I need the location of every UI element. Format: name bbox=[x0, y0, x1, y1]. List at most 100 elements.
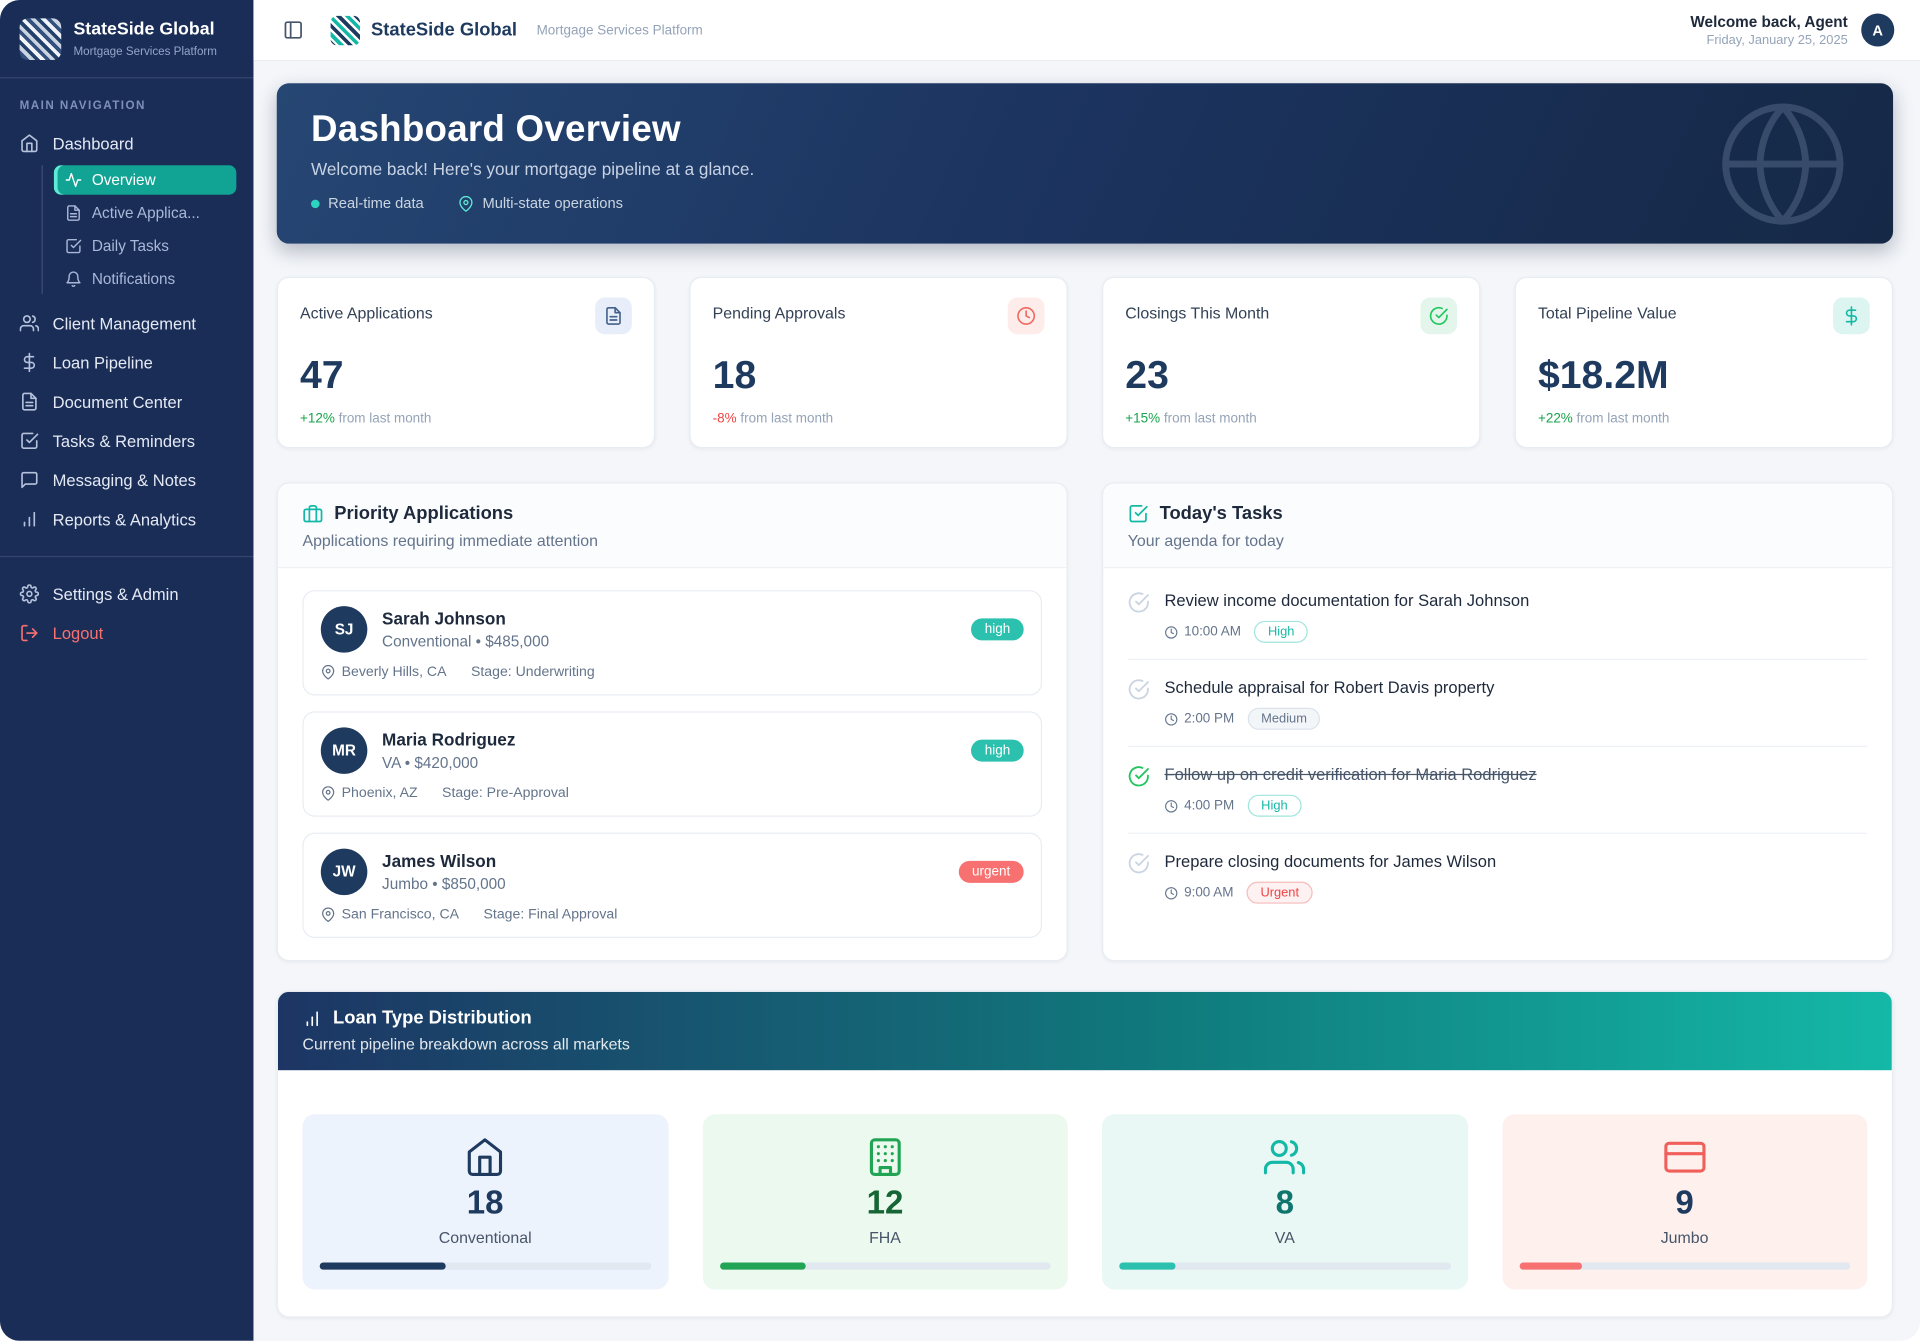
bar-chart-icon bbox=[302, 1008, 322, 1028]
bar-chart-icon bbox=[20, 509, 40, 529]
task-checkbox-checked[interactable] bbox=[1128, 765, 1150, 787]
hero-tags: Real-time data Multi-state operations bbox=[311, 195, 1859, 212]
sidebar-item-dashboard[interactable]: Dashboard bbox=[0, 124, 253, 163]
sidebar-brand-subtitle: Mortgage Services Platform bbox=[73, 44, 218, 59]
loan-card-va[interactable]: 8 VA bbox=[1102, 1114, 1468, 1290]
stat-label: Active Applications bbox=[300, 303, 433, 323]
stat-card-active-applications[interactable]: Active Applications 47 +12% from last mo… bbox=[276, 276, 656, 449]
sidebar-item-logout[interactable]: Logout bbox=[0, 613, 253, 652]
stat-label: Total Pipeline Value bbox=[1537, 303, 1677, 323]
task-time: 2:00 PM bbox=[1164, 711, 1234, 726]
subitem-label: Notifications bbox=[91, 270, 176, 288]
sidebar-subitem-daily-tasks[interactable]: Daily Tasks bbox=[54, 231, 236, 260]
users-icon bbox=[20, 313, 40, 333]
sidebar-subitem-overview[interactable]: Overview bbox=[53, 165, 237, 195]
application-card[interactable]: MR Maria Rodriguez VA • $420,000 high bbox=[302, 711, 1043, 817]
stat-cards-row: Active Applications 47 +12% from last mo… bbox=[276, 276, 1894, 449]
sidebar-item-loan-pipeline[interactable]: Loan Pipeline bbox=[0, 343, 253, 382]
sidebar-item-client-management[interactable]: Client Management bbox=[0, 304, 253, 343]
sidebar-item-reports-analytics[interactable]: Reports & Analytics bbox=[0, 500, 253, 539]
task-list: Review income documentation for Sarah Jo… bbox=[1103, 568, 1892, 932]
clock-icon bbox=[1007, 297, 1045, 335]
panel-title: Priority Applications bbox=[334, 503, 514, 525]
user-avatar[interactable]: A bbox=[1861, 13, 1895, 47]
status-dot-icon bbox=[311, 198, 320, 208]
loan-card-conventional[interactable]: 18 Conventional bbox=[302, 1114, 668, 1290]
sidebar-item-label: Settings & Admin bbox=[52, 584, 179, 604]
application-location: Beverly Hills, CA bbox=[321, 664, 446, 680]
sidebar-subitem-active-applications[interactable]: Active Applica... bbox=[54, 198, 236, 227]
stat-card-closings[interactable]: Closings This Month 23 +15% from last mo… bbox=[1102, 276, 1481, 449]
check-square-icon bbox=[1128, 503, 1149, 524]
panel-subtitle: Current pipeline breakdown across all ma… bbox=[302, 1034, 630, 1054]
stat-value: 18 bbox=[712, 352, 757, 397]
loan-count: 9 bbox=[1675, 1184, 1694, 1221]
check-circle-icon bbox=[1128, 591, 1150, 613]
application-card[interactable]: SJ Sarah Johnson Conventional • $485,000… bbox=[302, 590, 1043, 696]
sidebar-toggle-button[interactable] bbox=[274, 12, 311, 49]
priority-badge: urgent bbox=[958, 860, 1024, 883]
stat-label: Closings This Month bbox=[1125, 303, 1270, 323]
users-icon bbox=[1264, 1136, 1306, 1178]
task-text: Follow up on credit verification for Mar… bbox=[1164, 765, 1537, 784]
sidebar-item-settings-admin[interactable]: Settings & Admin bbox=[0, 574, 253, 613]
application-card[interactable]: JW James Wilson Jumbo • $850,000 urgent bbox=[302, 832, 1043, 938]
task-checkbox[interactable] bbox=[1128, 591, 1150, 613]
loan-type-label: Conventional bbox=[438, 1228, 532, 1247]
panel-left-icon bbox=[282, 20, 303, 41]
top-header: StateSide Global Mortgage Services Platf… bbox=[253, 0, 1920, 62]
gear-icon bbox=[20, 584, 40, 604]
logout-icon bbox=[20, 623, 40, 643]
sidebar-item-tasks-reminders[interactable]: Tasks & Reminders bbox=[0, 421, 253, 460]
home-icon bbox=[464, 1136, 506, 1178]
task-checkbox[interactable] bbox=[1128, 852, 1150, 874]
clock-icon bbox=[1164, 799, 1177, 812]
loan-type-label: FHA bbox=[869, 1228, 901, 1247]
panel-header: Today's Tasks Your agenda for today bbox=[1103, 483, 1892, 569]
task-text: Review income documentation for Sarah Jo… bbox=[1164, 591, 1530, 610]
message-icon bbox=[20, 470, 40, 490]
dollar-icon bbox=[1833, 297, 1870, 335]
task-time: 10:00 AM bbox=[1164, 624, 1241, 639]
sidebar-item-label: Tasks & Reminders bbox=[52, 431, 196, 451]
sidebar-item-label: Messaging & Notes bbox=[52, 470, 196, 490]
middle-panels: Priority Applications Applications requi… bbox=[276, 482, 1894, 962]
subitem-label: Overview bbox=[91, 171, 156, 189]
header-brand: StateSide Global Mortgage Services Platf… bbox=[330, 15, 703, 45]
sidebar-item-label: Loan Pipeline bbox=[52, 353, 153, 372]
application-stage: Stage: Underwriting bbox=[470, 664, 595, 680]
task-item: Schedule appraisal for Robert Davis prop… bbox=[1127, 660, 1868, 747]
subitem-label: Active Applica... bbox=[91, 204, 200, 222]
loan-card-jumbo[interactable]: 9 Jumbo bbox=[1501, 1114, 1868, 1290]
sidebar-item-label: Document Center bbox=[52, 392, 183, 411]
realtime-tag: Real-time data bbox=[311, 195, 424, 212]
realtime-tag-label: Real-time data bbox=[328, 194, 424, 212]
loan-type-cards: 18 Conventional 12 FHA bbox=[278, 1070, 1892, 1316]
sidebar-divider bbox=[0, 77, 254, 79]
sidebar-item-document-center[interactable]: Document Center bbox=[0, 382, 253, 421]
date-text: Friday, January 25, 2025 bbox=[1706, 32, 1848, 48]
brand-subtitle: Mortgage Services Platform bbox=[536, 22, 703, 38]
sidebar-item-messaging-notes[interactable]: Messaging & Notes bbox=[0, 460, 253, 499]
stat-card-pending-approvals[interactable]: Pending Approvals 18 -8% from last month bbox=[689, 276, 1068, 449]
map-pin-icon bbox=[321, 907, 336, 922]
panel-header: Priority Applications Applications requi… bbox=[277, 483, 1067, 569]
welcome-text: Welcome back, Agent bbox=[1690, 12, 1848, 31]
loan-type-label: Jumbo bbox=[1660, 1228, 1709, 1247]
loan-card-fha[interactable]: 12 FHA bbox=[702, 1114, 1068, 1290]
sidebar-subitem-notifications[interactable]: Notifications bbox=[54, 264, 236, 293]
page-subtitle: Welcome back! Here's your mortgage pipel… bbox=[311, 159, 755, 179]
briefcase-icon bbox=[302, 503, 323, 524]
check-circle-icon bbox=[1128, 852, 1150, 874]
stat-card-pipeline-value[interactable]: Total Pipeline Value $18.2M +22% from la… bbox=[1514, 276, 1894, 449]
application-detail: VA • $420,000 bbox=[382, 754, 479, 772]
avatar: SJ bbox=[320, 606, 368, 653]
check-square-icon bbox=[65, 238, 82, 255]
task-checkbox[interactable] bbox=[1128, 678, 1150, 700]
applicant-name: Sarah Johnson bbox=[382, 608, 506, 629]
clock-icon bbox=[1164, 625, 1177, 638]
brand-logo-icon bbox=[330, 15, 361, 45]
stat-change: +22% from last month bbox=[1537, 411, 1670, 427]
loan-panel-header: Loan Type Distribution Current pipeline … bbox=[277, 991, 1892, 1071]
file-text-icon bbox=[595, 297, 632, 335]
